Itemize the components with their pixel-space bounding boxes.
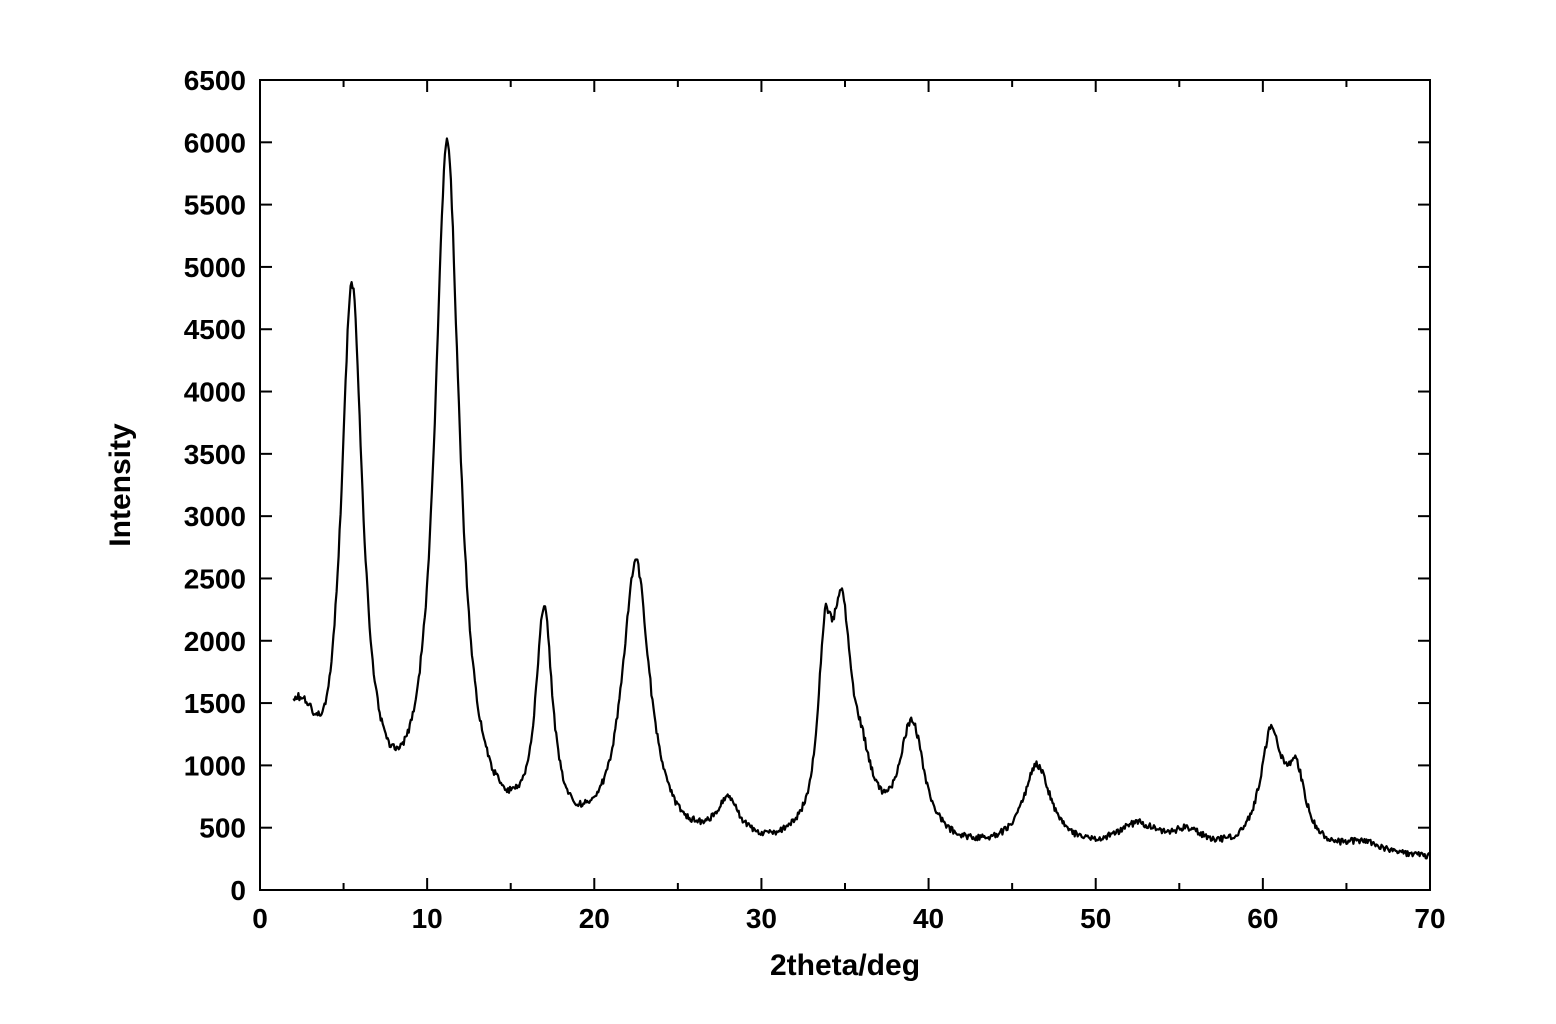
y-tick-label: 500 xyxy=(199,813,246,844)
xrd-chart: 0 10 20 30 40 50 60 70 0 500 1000 1500 2000 2500 3000… xyxy=(0,0,1556,1024)
y-tick-label: 4000 xyxy=(184,377,246,408)
y-tick-label: 5000 xyxy=(184,252,246,283)
x-tick-label: 50 xyxy=(1080,903,1111,934)
y-tick-label: 2500 xyxy=(184,563,246,594)
x-axis-label: 2theta/deg xyxy=(770,949,920,982)
y-tick-label: 6500 xyxy=(184,65,246,96)
x-tick-label: 40 xyxy=(913,903,944,934)
y-tick-label: 1500 xyxy=(184,688,246,719)
y-axis-label: Intensity xyxy=(104,423,137,547)
x-tick-label: 0 xyxy=(252,903,268,934)
y-tick-label: 3500 xyxy=(184,439,246,470)
y-tick-label: 3000 xyxy=(184,501,246,532)
chart-svg: 0 10 20 30 40 50 60 70 0 500 1000 1500 2000 2500 3000… xyxy=(0,0,1556,1024)
y-tick-label: 0 xyxy=(230,875,246,906)
x-tick-label: 70 xyxy=(1414,903,1445,934)
x-tick-label: 60 xyxy=(1247,903,1278,934)
plot-frame xyxy=(260,80,1430,890)
y-tick-label: 6000 xyxy=(184,127,246,158)
x-tick-label: 20 xyxy=(579,903,610,934)
y-tick-label: 1000 xyxy=(184,750,246,781)
y-ticks: 0 500 1000 1500 2000 2500 3000 3500 4000 4500 5000… xyxy=(184,65,1430,906)
y-tick-label: 5500 xyxy=(184,190,246,221)
xrd-trace xyxy=(293,139,1429,859)
x-tick-label: 30 xyxy=(746,903,777,934)
y-tick-label: 4500 xyxy=(184,314,246,345)
y-tick-label: 2000 xyxy=(184,626,246,657)
x-tick-label: 10 xyxy=(412,903,443,934)
